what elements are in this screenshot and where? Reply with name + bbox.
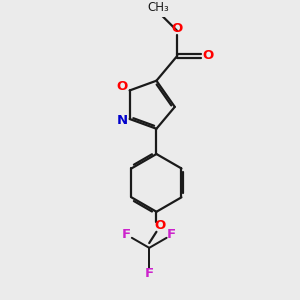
Text: F: F xyxy=(167,228,176,241)
Text: CH₃: CH₃ xyxy=(147,1,169,14)
Text: O: O xyxy=(155,219,166,232)
Text: O: O xyxy=(117,80,128,93)
Text: N: N xyxy=(117,115,128,128)
Text: O: O xyxy=(172,22,183,35)
Text: F: F xyxy=(145,267,154,280)
Text: F: F xyxy=(122,228,131,241)
Text: O: O xyxy=(202,49,214,62)
